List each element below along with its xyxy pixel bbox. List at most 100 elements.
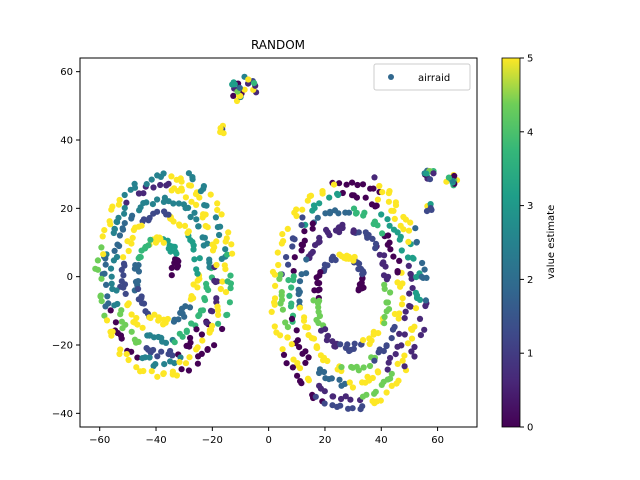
data-point — [175, 200, 182, 207]
data-point — [139, 300, 146, 307]
data-point — [391, 215, 398, 222]
data-point — [274, 249, 281, 256]
data-point — [336, 180, 343, 187]
data-point — [350, 345, 357, 352]
data-point — [338, 382, 345, 389]
data-point — [296, 278, 304, 285]
data-point — [370, 331, 377, 338]
data-point — [182, 194, 189, 201]
data-point — [220, 130, 227, 137]
colorbar-tick-label: 5 — [527, 54, 533, 65]
data-point — [359, 268, 367, 275]
data-point — [401, 331, 408, 338]
data-point — [350, 227, 357, 234]
data-point — [305, 332, 312, 339]
data-point — [178, 178, 185, 185]
data-point — [388, 382, 395, 389]
data-point — [338, 395, 345, 403]
data-point — [409, 285, 416, 292]
legend-marker — [388, 74, 394, 80]
data-point — [163, 182, 170, 189]
data-point — [385, 306, 393, 313]
data-point — [108, 280, 115, 287]
data-point — [228, 241, 235, 248]
data-point — [417, 332, 424, 339]
data-point — [155, 314, 162, 321]
data-point — [271, 323, 278, 330]
data-point — [178, 366, 185, 373]
data-point — [140, 367, 147, 375]
data-point — [412, 305, 420, 312]
data-point — [285, 261, 292, 268]
data-point — [201, 295, 208, 302]
data-point — [136, 207, 143, 214]
data-point — [376, 182, 383, 190]
data-point — [411, 353, 418, 360]
data-point — [211, 342, 218, 349]
data-point — [161, 208, 168, 215]
data-point — [322, 210, 329, 217]
data-point — [362, 194, 369, 201]
data-point — [324, 357, 331, 365]
data-point — [146, 332, 153, 339]
data-point — [169, 352, 176, 359]
x-axis: −60 −40 −20 0 20 40 60 — [89, 427, 444, 446]
data-point — [160, 370, 167, 377]
data-point — [354, 181, 361, 189]
data-point — [408, 348, 415, 355]
data-point — [314, 279, 321, 287]
data-point — [315, 319, 322, 327]
data-point — [139, 324, 146, 331]
colorbar-tick-label: 0 — [527, 423, 533, 434]
data-point — [186, 182, 193, 189]
x-tick-label: −20 — [202, 435, 223, 446]
data-point — [381, 313, 388, 321]
data-point — [396, 310, 403, 317]
data-point — [322, 326, 329, 333]
data-point — [314, 214, 321, 221]
data-point — [124, 301, 131, 308]
data-point — [317, 385, 324, 392]
data-point — [387, 289, 394, 296]
data-point — [245, 76, 252, 83]
data-point — [295, 286, 302, 293]
data-point — [277, 332, 284, 339]
data-point — [362, 229, 369, 236]
data-point — [148, 368, 155, 375]
data-point — [302, 359, 309, 366]
data-point — [271, 271, 278, 278]
data-point — [299, 214, 306, 221]
data-point — [212, 214, 219, 221]
data-point — [358, 279, 365, 286]
data-point — [336, 251, 343, 258]
data-point — [390, 253, 397, 260]
data-point — [391, 323, 398, 331]
y-tick-label: 40 — [60, 136, 73, 147]
data-point — [102, 261, 109, 268]
data-point — [369, 374, 376, 382]
data-point — [173, 176, 180, 183]
data-point — [380, 259, 387, 266]
data-point — [328, 375, 335, 382]
data-point — [359, 393, 366, 400]
data-point — [399, 357, 406, 364]
data-point — [400, 213, 407, 221]
data-point — [374, 196, 381, 203]
data-point — [342, 393, 349, 400]
data-point — [110, 257, 117, 264]
data-point — [128, 328, 135, 335]
data-point — [209, 322, 216, 329]
data-point — [422, 297, 429, 304]
data-point — [277, 300, 284, 307]
data-point — [209, 308, 216, 315]
data-point — [315, 287, 322, 294]
data-point — [315, 239, 322, 246]
data-point — [293, 327, 300, 334]
data-point — [217, 285, 224, 293]
data-point — [200, 183, 207, 190]
data-point — [392, 199, 399, 206]
data-point — [315, 304, 322, 311]
data-point — [407, 270, 414, 278]
data-point — [384, 366, 391, 373]
data-point — [241, 86, 248, 93]
